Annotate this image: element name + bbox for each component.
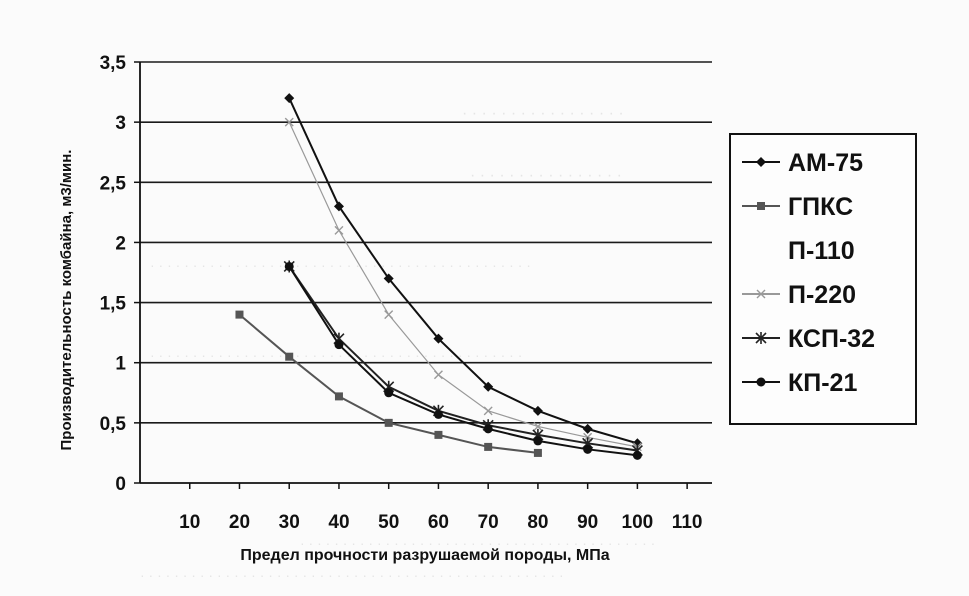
x-tick-label: 20 bbox=[229, 512, 250, 533]
legend-entry: ГПКС bbox=[742, 193, 853, 221]
y-tick-label: 2,5 bbox=[100, 173, 127, 194]
data-point bbox=[384, 418, 393, 427]
x-tick-label: 40 bbox=[328, 512, 349, 533]
data-point bbox=[284, 261, 294, 271]
y-tick-label: 3,5 bbox=[100, 53, 127, 74]
series-line bbox=[288, 97, 638, 445]
data-point bbox=[756, 377, 766, 387]
data-point bbox=[632, 438, 643, 449]
legend-box bbox=[729, 133, 917, 425]
x-tick-label: 50 bbox=[378, 512, 399, 533]
data-point bbox=[384, 388, 394, 398]
series-4 bbox=[284, 117, 642, 452]
x-tick-label: 100 bbox=[622, 512, 654, 533]
x-tick-label: 80 bbox=[527, 512, 548, 533]
legend-label: КСП-32 bbox=[788, 325, 875, 353]
scan-bleed-through: · · · · · · · · · · · · · · · · · · · · … bbox=[140, 105, 655, 583]
series-line bbox=[288, 121, 638, 448]
series-line bbox=[288, 265, 638, 452]
data-point bbox=[756, 157, 766, 167]
data-point bbox=[433, 409, 443, 419]
legend-entry: П-220 bbox=[742, 281, 856, 309]
legend-entry: П-110 bbox=[788, 237, 855, 265]
y-tick-label: 0 bbox=[115, 474, 126, 495]
legend-entry: КСП-32 bbox=[742, 325, 875, 353]
x-tick-label: 60 bbox=[428, 512, 449, 533]
data-point bbox=[334, 340, 344, 350]
data-point bbox=[235, 310, 244, 319]
y-tick-labels: 0 0,5 1 1,5 2 2,5 3 3,5 bbox=[100, 53, 127, 495]
data-point bbox=[284, 117, 294, 127]
svg-text:· · · · · · · · · · · · · · ·: · · · · · · · · · · · · · · · · · · · · … bbox=[150, 257, 531, 273]
series-1 bbox=[284, 93, 643, 449]
y-tick-label: 3 bbox=[115, 113, 126, 134]
data-point bbox=[383, 273, 394, 284]
horizontal-gridlines bbox=[140, 61, 712, 424]
data-point bbox=[434, 430, 443, 439]
data-point bbox=[483, 406, 493, 416]
data-point bbox=[632, 450, 642, 460]
data-point bbox=[333, 201, 344, 212]
legend-label: АМ-75 bbox=[788, 149, 863, 177]
x-tick-label: 70 bbox=[478, 512, 499, 533]
data-point bbox=[533, 436, 543, 446]
data-point bbox=[284, 93, 295, 104]
svg-text:· · · · · · · · · · · · · · ·: · · · · · · · · · · · · · · · · bbox=[470, 167, 622, 184]
svg-text:· · · · · · · · · · · · · · ·: · · · · · · · · · · · · · · · · · bbox=[462, 105, 624, 122]
legend-label: КП-21 bbox=[788, 369, 857, 397]
x-tick-label: 10 bbox=[179, 512, 200, 533]
x-tick-labels: 10 20 30 40 50 60 70 80 90 100 110 bbox=[179, 512, 702, 533]
data-point bbox=[756, 289, 766, 299]
series-line bbox=[288, 265, 638, 457]
legend-label: П-220 bbox=[788, 281, 856, 309]
y-tick-label: 1,5 bbox=[100, 294, 127, 315]
data-point bbox=[433, 370, 443, 380]
legend-label: ГПКС bbox=[788, 193, 853, 221]
x-tick-label: 30 bbox=[279, 512, 300, 533]
legend-label: П-110 bbox=[788, 237, 855, 265]
data-series bbox=[235, 93, 643, 460]
svg-text:· · · · · · · · · · · · · · ·: · · · · · · · · · · · · · · · · · · · · … bbox=[150, 347, 522, 363]
data-point bbox=[484, 442, 493, 451]
series-6 bbox=[284, 261, 642, 460]
legend: АМ-75 ГПКС П-110 П-220 КСП-32 КП-21 bbox=[729, 133, 917, 425]
data-point bbox=[755, 332, 767, 344]
x-tick-label: 110 bbox=[672, 512, 703, 533]
data-point bbox=[757, 202, 765, 210]
axes bbox=[134, 61, 712, 489]
data-point bbox=[433, 333, 444, 344]
data-point bbox=[533, 448, 542, 457]
x-tick-label: 90 bbox=[577, 512, 598, 533]
y-axis-title: Производительность комбайна, м3/мин. bbox=[58, 150, 75, 451]
data-point bbox=[583, 444, 593, 454]
data-point bbox=[384, 310, 394, 320]
svg-text:· · · · · · · · · · · · · · ·: · · · · · · · · · · · · · · · · · · · · … bbox=[140, 567, 564, 583]
data-point bbox=[533, 421, 543, 431]
data-point bbox=[483, 381, 494, 392]
x-axis-title: Предел прочности разрушаемой породы, МПа bbox=[240, 547, 609, 564]
legend-entries: АМ-75 ГПКС П-110 П-220 КСП-32 КП-21 bbox=[742, 149, 875, 397]
data-point bbox=[285, 352, 294, 361]
svg-text:· · · · · · · · · · · · · · ·: · · · · · · · · · · · · · · · · · · · · … bbox=[300, 535, 655, 551]
legend-entry: АМ-75 bbox=[742, 149, 863, 177]
data-point bbox=[582, 423, 593, 434]
data-point bbox=[483, 424, 493, 434]
series-2 bbox=[235, 310, 542, 457]
data-point bbox=[532, 405, 543, 416]
data-point bbox=[334, 225, 344, 235]
data-point bbox=[334, 392, 343, 401]
legend-entry: КП-21 bbox=[742, 369, 857, 397]
y-tick-label: 1 bbox=[115, 354, 126, 375]
y-tick-label: 0,5 bbox=[100, 414, 127, 435]
y-tick-label: 2 bbox=[115, 233, 126, 254]
